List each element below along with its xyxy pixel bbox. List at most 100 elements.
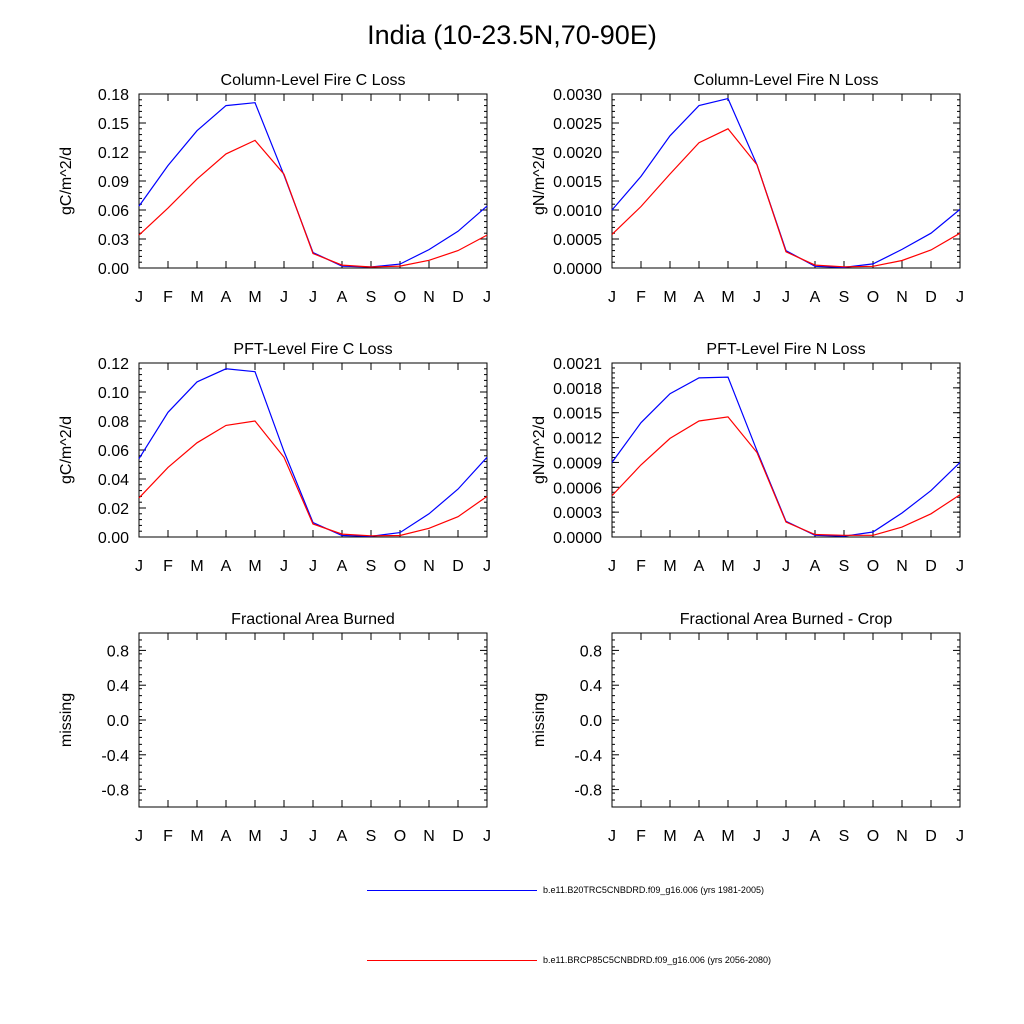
y-tick-label: 0.03 — [98, 232, 129, 249]
y-tick-label: 0.0020 — [553, 145, 602, 162]
x-tick-label: J — [280, 289, 288, 306]
x-tick-label: N — [423, 558, 435, 575]
x-tick-label: M — [663, 828, 676, 845]
x-tick-label: M — [663, 558, 676, 575]
x-tick-label: F — [636, 289, 646, 306]
y-axis-label: gN/m^2/d — [531, 147, 548, 215]
y-axis-label: missing — [58, 693, 75, 747]
x-tick-label: M — [663, 289, 676, 306]
x-tick-label: J — [956, 828, 964, 845]
x-tick-label: O — [867, 828, 879, 845]
x-tick-label: J — [753, 828, 761, 845]
panel-title: Fractional Area Burned - Crop — [680, 611, 893, 628]
x-tick-label: J — [753, 558, 761, 575]
y-tick-label: 0.0000 — [553, 530, 602, 547]
y-tick-label: 0.10 — [98, 385, 129, 402]
x-tick-label: D — [452, 289, 464, 306]
y-tick-label: 0.0 — [580, 713, 602, 730]
y-tick-label: 0.02 — [98, 501, 129, 518]
x-tick-label: S — [839, 289, 850, 306]
x-tick-label: J — [135, 558, 143, 575]
x-tick-label: J — [956, 558, 964, 575]
x-tick-label: J — [135, 289, 143, 306]
plot-frame — [611, 362, 961, 538]
x-tick-label: J — [782, 828, 790, 845]
y-tick-label: 0.0010 — [553, 203, 602, 220]
x-tick-label: F — [163, 828, 173, 845]
x-tick-label: J — [309, 828, 317, 845]
y-tick-label: 0.0012 — [553, 431, 602, 448]
x-tick-label: D — [452, 558, 464, 575]
y-tick-label: 0.4 — [580, 678, 602, 695]
x-tick-label: A — [810, 289, 821, 306]
x-tick-label: J — [483, 289, 491, 306]
series-line-1 — [138, 368, 488, 537]
plot-frame — [138, 632, 488, 808]
series-line-1 — [611, 97, 961, 269]
legend-line-series-1 — [367, 890, 537, 891]
series-line-1 — [611, 376, 961, 537]
y-tick-label: 0.8 — [580, 643, 602, 660]
x-tick-label: F — [636, 558, 646, 575]
y-tick-label: 0.0009 — [553, 455, 602, 472]
x-tick-label: J — [309, 558, 317, 575]
y-tick-label: 0.0021 — [553, 356, 602, 373]
legend-label-series-1: b.e11.B20TRC5CNBDRD.f09_g16.006 (yrs 198… — [543, 885, 764, 895]
y-tick-label: -0.4 — [574, 748, 602, 765]
x-tick-label: M — [190, 558, 203, 575]
series-line-2 — [611, 128, 961, 268]
y-tick-label: 0.00 — [98, 530, 129, 547]
x-tick-label: J — [135, 828, 143, 845]
y-tick-label: 0.0018 — [553, 381, 602, 398]
x-tick-label: A — [221, 289, 232, 306]
plot-frame — [611, 632, 961, 808]
x-tick-label: A — [337, 289, 348, 306]
x-tick-label: N — [896, 558, 908, 575]
x-tick-label: M — [190, 828, 203, 845]
y-tick-label: 0.0000 — [553, 261, 602, 278]
panel-title: PFT-Level Fire N Loss — [706, 341, 865, 358]
x-tick-label: O — [394, 828, 406, 845]
y-tick-label: 0.8 — [107, 643, 129, 660]
x-tick-label: N — [423, 828, 435, 845]
y-tick-label: 0.08 — [98, 414, 129, 431]
x-tick-label: J — [753, 289, 761, 306]
y-tick-label: 0.12 — [98, 145, 129, 162]
series-line-2 — [611, 416, 961, 536]
y-tick-label: 0.04 — [98, 472, 129, 489]
x-tick-label: A — [337, 828, 348, 845]
x-tick-label: N — [423, 289, 435, 306]
x-tick-label: A — [221, 828, 232, 845]
panel-title: Column-Level Fire N Loss — [694, 72, 879, 89]
y-tick-label: 0.0005 — [553, 232, 602, 249]
x-tick-label: F — [636, 828, 646, 845]
y-tick-label: 0.06 — [98, 203, 129, 220]
y-tick-label: 0.00 — [98, 261, 129, 278]
x-tick-label: J — [483, 828, 491, 845]
plot-frame — [138, 362, 488, 538]
y-tick-label: 0.06 — [98, 443, 129, 460]
x-tick-label: M — [248, 558, 261, 575]
panel-title: PFT-Level Fire C Loss — [233, 341, 392, 358]
x-tick-label: D — [452, 828, 464, 845]
panel-title: Fractional Area Burned — [231, 611, 395, 628]
x-tick-label: J — [782, 558, 790, 575]
y-tick-label: 0.4 — [107, 678, 129, 695]
x-tick-label: S — [839, 828, 850, 845]
y-axis-label: gC/m^2/d — [58, 416, 75, 484]
x-tick-label: F — [163, 558, 173, 575]
y-tick-label: 0.09 — [98, 174, 129, 191]
x-tick-label: O — [394, 289, 406, 306]
x-tick-label: M — [721, 828, 734, 845]
y-tick-label: 0.0025 — [553, 116, 602, 133]
x-tick-label: M — [721, 558, 734, 575]
y-tick-label: -0.4 — [101, 748, 129, 765]
y-tick-label: -0.8 — [574, 783, 602, 800]
x-tick-label: A — [694, 289, 705, 306]
figure-title: India (10-23.5N,70-90E) — [367, 20, 657, 50]
x-tick-label: J — [280, 558, 288, 575]
